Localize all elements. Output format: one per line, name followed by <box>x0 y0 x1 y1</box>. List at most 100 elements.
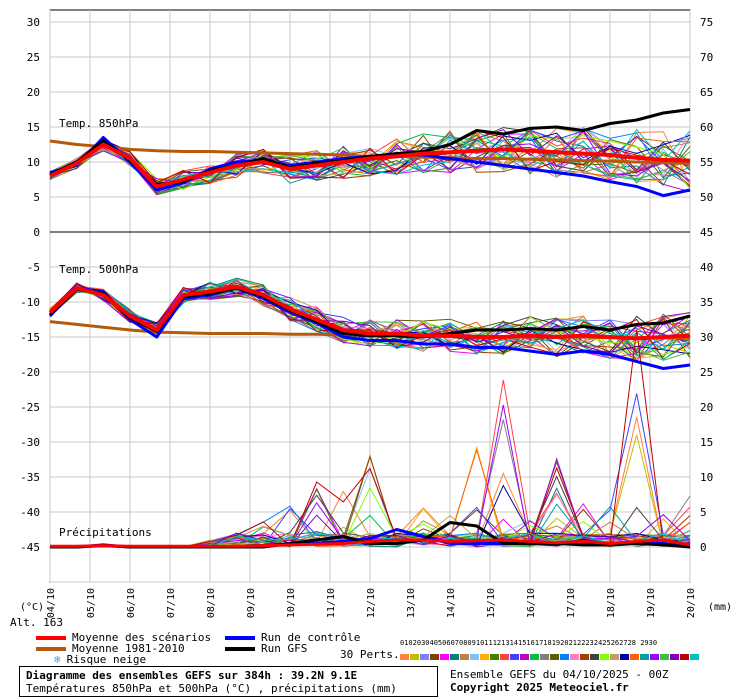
pert-color-box <box>450 654 459 660</box>
perts-color-boxes <box>400 650 700 663</box>
pert-color-box <box>690 654 699 660</box>
x-tick-label: 07/10 <box>166 588 177 618</box>
legend-perts-label: 30 Perts. <box>340 648 400 661</box>
pert-color-box <box>610 654 619 660</box>
y-left-tick: -20 <box>20 366 40 379</box>
y-left-tick: 25 <box>27 51 40 64</box>
x-tick-label: 12/10 <box>366 588 377 618</box>
pert-color-box <box>580 654 589 660</box>
t850-mean-line <box>49 142 691 189</box>
y-left-tick: -25 <box>20 401 40 414</box>
pert-color-box <box>540 654 549 660</box>
snowflake-icon: ❄ <box>54 653 61 666</box>
x-tick-label: 06/10 <box>126 588 137 618</box>
legend-climatology: Moyenne 1981-2010 <box>36 642 185 655</box>
y-left-unit: (°C) <box>20 602 44 613</box>
y-left-tick: 0 <box>33 226 40 239</box>
pert-color-box <box>650 654 659 660</box>
copyright: Copyright 2025 Meteociel.fr <box>450 681 629 694</box>
legend-mean: Moyenne des scénarios <box>36 631 211 644</box>
x-tick-label: 14/10 <box>446 588 457 618</box>
pert-color-box <box>420 654 429 660</box>
y-right-tick: 40 <box>700 261 713 274</box>
y-right-tick: 65 <box>700 86 713 99</box>
y-right-unit: (mm) <box>708 602 732 613</box>
pert-color-box <box>480 654 489 660</box>
mean-swatch <box>36 636 66 640</box>
caption-title: Diagramme des ensembles GEFS sur 384h : … <box>26 669 358 682</box>
panel-label-precip: Précipitations <box>59 526 152 539</box>
t500-mean-line <box>48 284 691 341</box>
y-right-tick: 75 <box>700 16 713 29</box>
x-tick-label: 05/10 <box>86 588 97 618</box>
y-right-tick: 10 <box>700 471 713 484</box>
y-right-tick: 50 <box>700 191 713 204</box>
gfs-swatch <box>225 647 255 651</box>
legend-gfs-label: Run GFS <box>261 642 308 655</box>
x-tick-label: 10/10 <box>286 588 297 618</box>
y-left-tick: -45 <box>20 541 40 554</box>
x-tick-label: 04/10 <box>46 588 57 618</box>
legend-climatology-label: Moyenne 1981-2010 <box>72 642 185 655</box>
main-series <box>48 108 691 549</box>
y-right-tick: 35 <box>700 296 713 309</box>
pert-color-box <box>410 654 419 660</box>
perts-numbers: 0102030405060708091011121314151617181920… <box>400 639 658 647</box>
y-left-tick: 30 <box>27 16 40 29</box>
x-tick-label: 09/10 <box>246 588 257 618</box>
pert-color-box <box>430 654 439 660</box>
caption-subtitle: Températures 850hPa et 500hPa (°C) , pré… <box>26 682 397 695</box>
y-right-tick: 0 <box>700 541 707 554</box>
x-tick-label: 16/10 <box>526 588 537 618</box>
y-right-tick: 55 <box>700 156 713 169</box>
run-info: Ensemble GEFS du 04/10/2025 - 00Z <box>450 668 669 681</box>
y-left-tick: 20 <box>27 86 40 99</box>
legend-control: Run de contrôle <box>225 631 360 644</box>
legend-perts-numbers: 0102030405060708091011121314151617181920… <box>400 639 657 647</box>
perturbation-line <box>49 130 691 189</box>
pert-color-box <box>500 654 509 660</box>
y-right-tick: 5 <box>700 506 707 519</box>
pert-color-box <box>470 654 479 660</box>
panel-label-t500: Temp. 500hPa <box>59 263 138 276</box>
y-right-tick: 45 <box>700 226 713 239</box>
pert-color-box <box>490 654 499 660</box>
x-tick-label: 17/10 <box>566 588 577 618</box>
y-right-tick: 30 <box>700 331 713 344</box>
pert-color-box <box>560 654 569 660</box>
y-right-tick: 20 <box>700 401 713 414</box>
panel-label-t850: Temp. 850hPa <box>59 117 138 130</box>
pert-color-box <box>440 654 449 660</box>
caption-box: Diagramme des ensembles GEFS sur 384h : … <box>19 666 438 697</box>
legend-gfs: Run GFS <box>225 642 307 655</box>
y-right-tick: 25 <box>700 366 713 379</box>
grid <box>49 9 691 583</box>
t500-control-line <box>48 286 691 370</box>
control-swatch <box>225 636 255 640</box>
x-tick-label: 11/10 <box>326 588 337 618</box>
y-right-tick: 60 <box>700 121 713 134</box>
x-tick-label: 19/10 <box>646 588 657 618</box>
perturbation-line <box>49 283 691 355</box>
pert-color-box <box>400 654 409 660</box>
pert-color-box <box>570 654 579 660</box>
y-left-tick: 10 <box>27 156 40 169</box>
perturbation-line <box>49 280 691 360</box>
y-left-tick: -15 <box>20 331 40 344</box>
perturbation-line <box>49 284 691 352</box>
y-left-tick: -10 <box>20 296 40 309</box>
x-tick-label: 08/10 <box>206 588 217 618</box>
y-left-tick: 5 <box>33 191 40 204</box>
climatology-swatch <box>36 647 66 651</box>
pert-color-box <box>640 654 649 660</box>
legend-snow-label: Risque neige <box>66 653 147 666</box>
legend-perts: 30 Perts. <box>340 648 400 661</box>
precip-mean-line <box>50 538 691 548</box>
y-right-tick: 15 <box>700 436 713 449</box>
legend-control-label: Run de contrôle <box>261 631 361 644</box>
y-left-tick: -35 <box>20 471 40 484</box>
alt-label: Alt. 163 <box>10 616 63 629</box>
legend-mean-label: Moyenne des scénarios <box>72 631 212 644</box>
